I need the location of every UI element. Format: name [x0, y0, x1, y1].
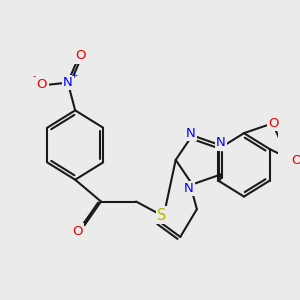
Text: N: N: [186, 127, 195, 140]
Text: O: O: [72, 225, 82, 238]
Text: N: N: [184, 182, 194, 195]
Text: -: -: [33, 72, 36, 81]
Text: N: N: [216, 136, 226, 149]
Text: +: +: [70, 71, 78, 80]
Text: O: O: [268, 117, 279, 130]
Text: O: O: [291, 154, 300, 167]
Text: N: N: [63, 76, 73, 89]
Text: S: S: [157, 208, 167, 223]
Text: O: O: [76, 50, 86, 62]
Text: O: O: [37, 78, 47, 91]
